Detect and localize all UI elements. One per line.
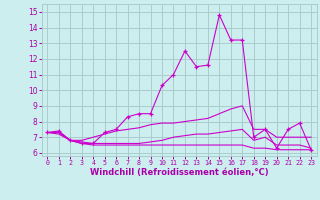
- X-axis label: Windchill (Refroidissement éolien,°C): Windchill (Refroidissement éolien,°C): [90, 168, 268, 177]
